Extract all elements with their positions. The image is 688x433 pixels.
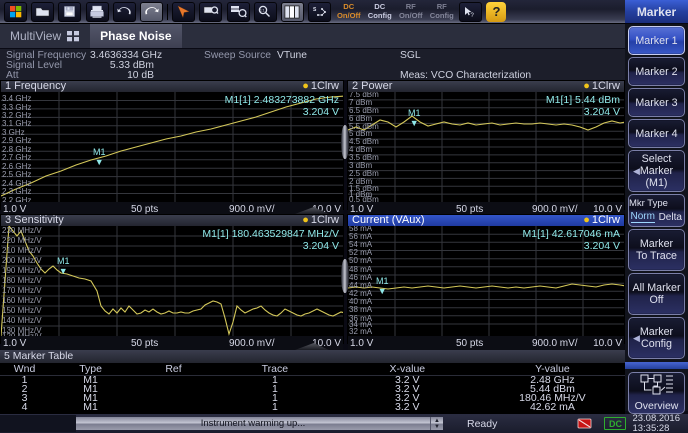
svg-text:S: S — [313, 7, 317, 13]
svg-text:1:1: 1:1 — [260, 8, 265, 12]
svg-text:?: ? — [470, 13, 474, 18]
